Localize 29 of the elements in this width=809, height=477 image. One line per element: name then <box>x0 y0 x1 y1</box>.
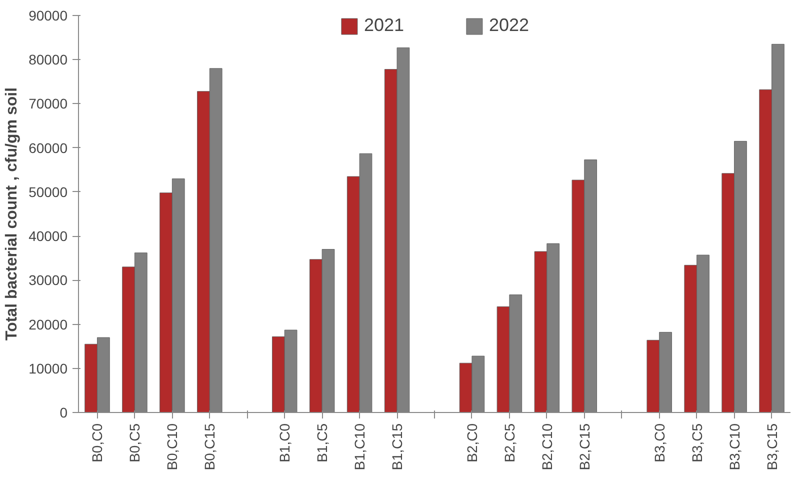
y-tick-label: 0 <box>60 404 68 420</box>
x-tick-label: B2,C10 <box>538 423 555 470</box>
x-tick-label: B3,C5 <box>688 423 705 462</box>
legend-label: 2022 <box>489 15 530 36</box>
x-tick-label: B0,C15 <box>202 423 218 470</box>
y-axis-title: Total bacterial count , cfu/gm soil <box>4 87 21 341</box>
y-tick-label: 80000 <box>28 52 68 68</box>
x-tick-label: B1,C10 <box>352 423 368 470</box>
x-tick-label: B3,C0 <box>651 423 668 462</box>
y-tick-label: 50000 <box>28 184 68 200</box>
x-tick-label: B2,C0 <box>464 423 480 462</box>
x-tick-label: B1,C5 <box>314 423 330 462</box>
x-tick-label: B1,C15 <box>389 423 406 470</box>
y-tick-label: 70000 <box>28 96 68 112</box>
y-tick-label: 90000 <box>28 8 68 24</box>
x-tick-label: B3,C15 <box>764 423 780 470</box>
y-tick-label: 20000 <box>28 316 68 332</box>
x-tick-label: B3,C10 <box>726 423 742 470</box>
legend-label: 2021 <box>364 15 404 36</box>
y-tick-label: 10000 <box>28 360 68 376</box>
x-tick-label: B0,C5 <box>126 423 143 462</box>
x-tick-label: B0,C10 <box>164 423 180 470</box>
x-tick-label: B2,C5 <box>501 423 518 462</box>
y-tick-label: 40000 <box>28 228 68 244</box>
x-tick-label: B0,C0 <box>89 423 106 462</box>
x-tick-label: B1,C0 <box>276 423 293 462</box>
x-tick-label: B2,C15 <box>576 423 592 470</box>
y-tick-label: 60000 <box>28 140 68 156</box>
y-tick-label: 30000 <box>28 272 68 288</box>
